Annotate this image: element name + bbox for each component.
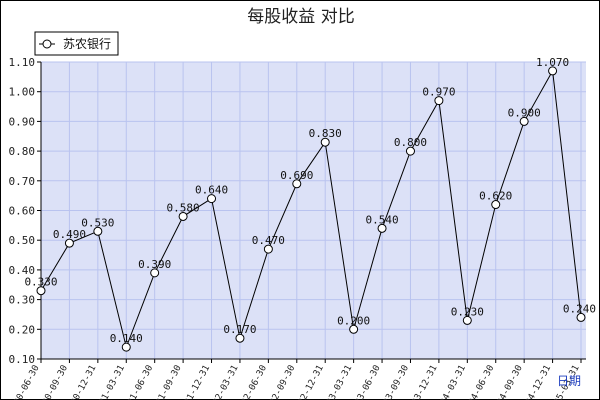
data-label: 0.900 [508, 106, 541, 119]
data-label: 0.580 [167, 201, 200, 214]
data-label: 0.620 [479, 190, 512, 203]
data-point [519, 116, 529, 126]
series-line [40, 69, 582, 349]
data-point [320, 137, 330, 147]
data-point [462, 315, 472, 325]
data-point [548, 66, 558, 76]
data-point [121, 342, 131, 352]
data-point [576, 312, 586, 322]
legend-marker [42, 39, 52, 49]
data-label: 0.140 [110, 332, 143, 345]
x-axis-label: 日期 [557, 374, 581, 388]
y-tick-label: 0.50 [9, 234, 36, 247]
data-point [263, 244, 273, 254]
data-point [178, 211, 188, 221]
y-tick-label: 0.70 [9, 175, 36, 188]
data-label: 0.200 [337, 314, 370, 327]
data-label: 0.830 [309, 127, 342, 140]
data-label: 0.690 [280, 169, 313, 182]
data-point [93, 226, 103, 236]
grid-lines [40, 61, 586, 360]
data-point [150, 268, 160, 278]
data-label: 0.640 [195, 184, 228, 197]
data-label: 0.490 [53, 228, 86, 241]
data-label: 0.230 [451, 305, 484, 318]
y-tick-label: 0.90 [9, 115, 36, 128]
y-tick-label: 0.40 [9, 264, 36, 277]
data-point [64, 238, 74, 248]
legend-box [34, 31, 119, 56]
data-label: 0.170 [223, 323, 256, 336]
data-label: 1.070 [536, 56, 569, 69]
y-tick-label: 0.10 [9, 353, 36, 366]
data-label: 0.800 [394, 136, 427, 149]
y-tick-label: 1.00 [9, 86, 36, 99]
data-points [36, 66, 586, 352]
y-tick-label: 0.80 [9, 145, 36, 158]
data-point [491, 200, 501, 210]
data-point [434, 96, 444, 106]
y-tick-label: 0.20 [9, 323, 36, 336]
x-tick-label: 2020-06-30 [7, 364, 41, 400]
data-point [377, 223, 387, 233]
data-point [36, 286, 46, 296]
data-label: 0.530 [81, 216, 114, 229]
legend-label: 苏农银行 [63, 37, 111, 51]
data-point [235, 333, 245, 343]
data-point [349, 324, 359, 334]
legend: 苏农银行 [34, 31, 119, 56]
y-tick-label: 1.10 [9, 56, 36, 69]
data-label: 0.390 [138, 258, 171, 271]
data-label: 0.240 [563, 302, 596, 315]
data-point [405, 146, 415, 156]
data-point [292, 179, 302, 189]
y-tick-label: 0.60 [9, 205, 36, 218]
data-label: 0.540 [365, 213, 398, 226]
data-label: 0.470 [252, 234, 285, 247]
y-axis-ticks: 0.10 0.20 0.30 0.40 0.50 0.60 0.70 0.80 0.90 1.00… [9, 56, 41, 366]
chart-title: 每股收益 对比 [247, 7, 354, 27]
y-tick-label: 0.30 [9, 294, 36, 307]
x-axis-ticks: 2020-06-302020-09-302020-12-312021-03-31… [7, 359, 582, 400]
data-label: 0.970 [422, 86, 455, 99]
data-label: 0.330 [24, 276, 57, 289]
data-point [207, 194, 217, 204]
